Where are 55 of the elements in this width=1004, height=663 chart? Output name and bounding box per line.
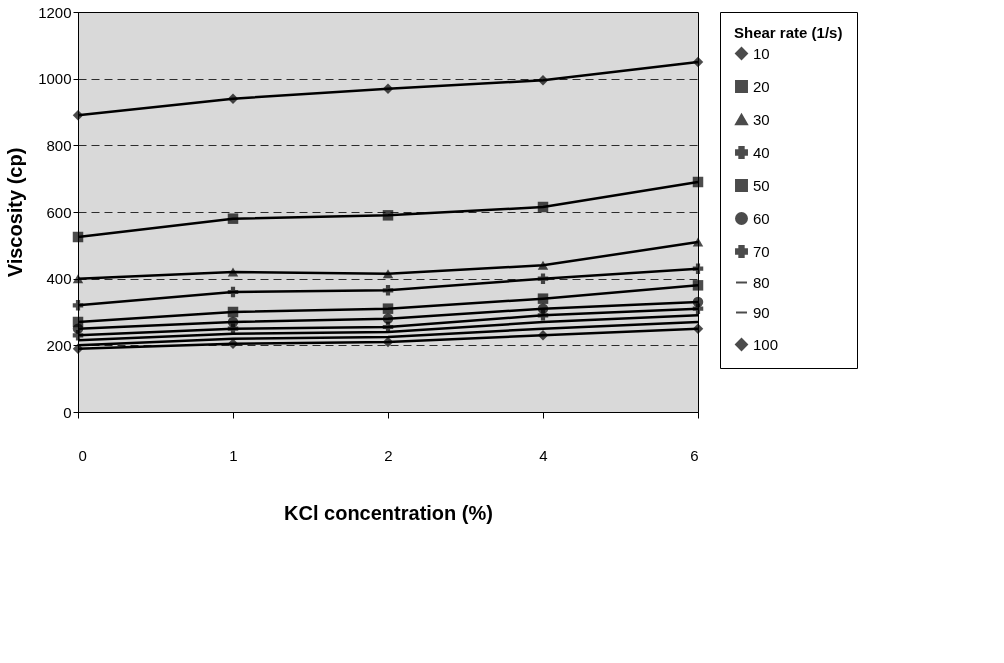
point bbox=[72, 231, 84, 243]
point bbox=[227, 213, 239, 224]
legend-label: 20 bbox=[753, 77, 770, 95]
point bbox=[227, 286, 239, 298]
point bbox=[382, 210, 394, 221]
point bbox=[692, 56, 704, 68]
point bbox=[537, 201, 549, 213]
point bbox=[72, 343, 84, 354]
y-tick-label: 600 bbox=[46, 203, 72, 221]
y-tick-label: 200 bbox=[46, 336, 72, 354]
point bbox=[537, 310, 549, 321]
point bbox=[382, 83, 394, 94]
y-tick-label: 0 bbox=[63, 403, 72, 421]
point bbox=[537, 293, 549, 304]
x-tick-label: 4 bbox=[539, 446, 548, 464]
legend-label: 10 bbox=[753, 44, 770, 62]
legend-label: 40 bbox=[753, 143, 770, 161]
point bbox=[692, 237, 704, 247]
legend-label: 100 bbox=[753, 335, 779, 353]
legend-label: 90 bbox=[753, 303, 770, 321]
legend-label: 80 bbox=[753, 273, 770, 291]
point bbox=[382, 303, 394, 314]
point bbox=[537, 330, 549, 341]
point bbox=[72, 300, 84, 311]
y-tick-label: 400 bbox=[46, 270, 72, 288]
point bbox=[227, 323, 239, 334]
point bbox=[692, 303, 704, 314]
point bbox=[72, 110, 84, 121]
point bbox=[72, 330, 84, 341]
legend-label: 50 bbox=[753, 176, 770, 194]
y-tick-label: 1000 bbox=[38, 70, 72, 88]
y-tick-label: 1200 bbox=[38, 3, 72, 21]
point bbox=[692, 263, 704, 274]
point bbox=[537, 260, 549, 270]
x-axis-title: KCl concentration (%) bbox=[284, 501, 493, 524]
y-tick-label: 800 bbox=[46, 136, 72, 154]
point bbox=[227, 306, 239, 318]
point bbox=[382, 269, 394, 279]
legend-label: 70 bbox=[753, 242, 770, 260]
x-tick-label: 2 bbox=[384, 446, 393, 464]
x-tick-label: 6 bbox=[690, 446, 699, 464]
point bbox=[692, 280, 704, 291]
point bbox=[537, 273, 549, 284]
legend-title: Shear rate (1/s) bbox=[734, 24, 843, 41]
x-tick-label: 0 bbox=[78, 446, 87, 464]
point bbox=[692, 323, 704, 334]
point bbox=[72, 274, 84, 284]
point bbox=[692, 176, 704, 188]
y-axis-title: Viscosity (cp) bbox=[4, 147, 27, 278]
x-tick-label: 1 bbox=[229, 446, 238, 464]
legend-label: 30 bbox=[753, 110, 770, 128]
point bbox=[227, 267, 239, 277]
point bbox=[227, 93, 239, 104]
legend-label: 60 bbox=[753, 209, 770, 227]
point bbox=[382, 285, 394, 296]
